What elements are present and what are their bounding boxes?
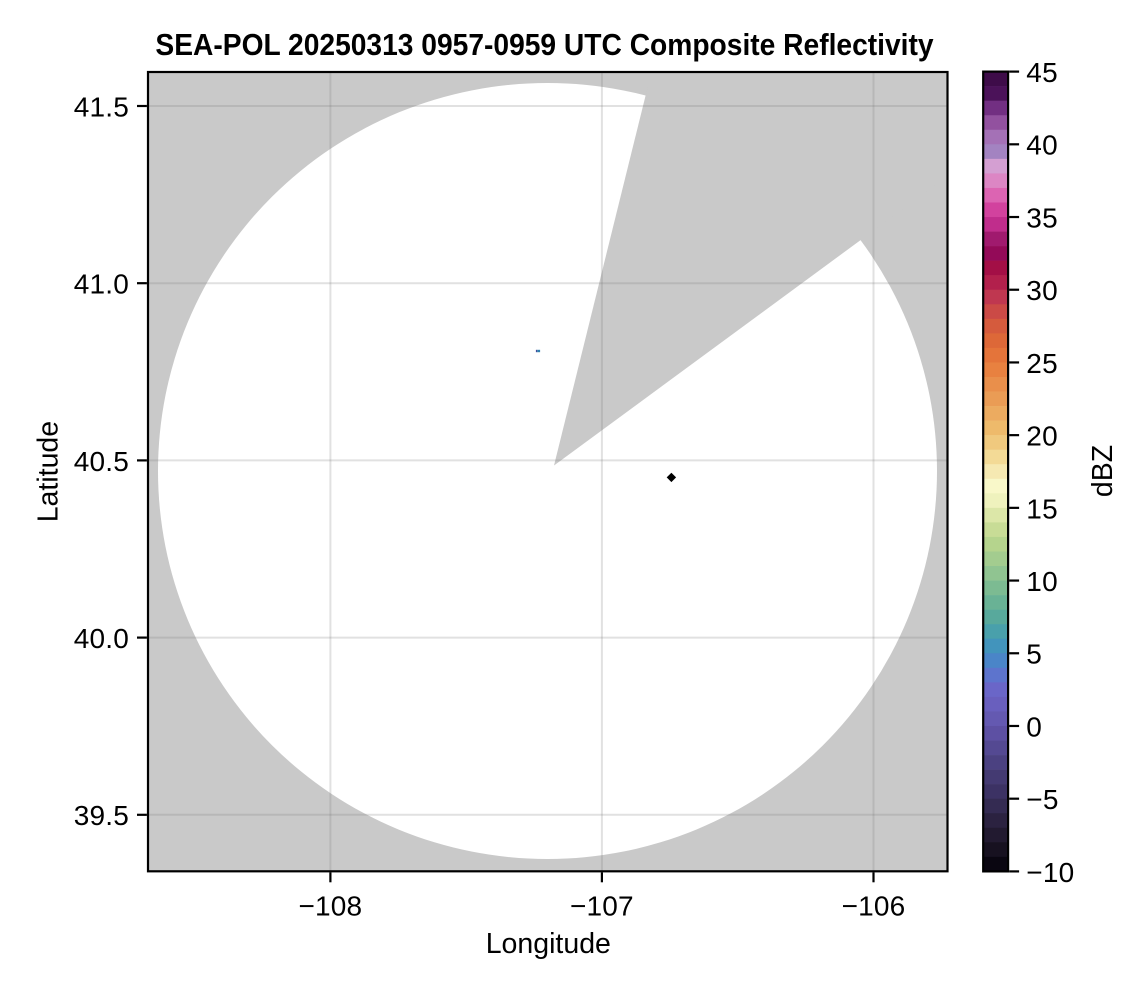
svg-text:35: 35	[1026, 202, 1058, 233]
svg-text:−106: −106	[842, 891, 906, 922]
svg-text:0: 0	[1026, 711, 1042, 742]
svg-text:45: 45	[1026, 57, 1058, 88]
svg-text:SEA-POL 20250313 0957-0959 UTC: SEA-POL 20250313 0957-0959 UTC Composite…	[155, 28, 934, 62]
svg-text:−107: −107	[570, 891, 634, 922]
svg-text:30: 30	[1026, 275, 1058, 306]
svg-text:41.0: 41.0	[74, 269, 129, 300]
svg-text:−5: −5	[1026, 784, 1058, 815]
svg-text:−10: −10	[1026, 857, 1074, 888]
svg-text:20: 20	[1026, 421, 1058, 452]
svg-text:40.5: 40.5	[74, 446, 129, 477]
svg-text:−108: −108	[298, 891, 362, 922]
svg-text:10: 10	[1026, 566, 1058, 597]
svg-text:39.5: 39.5	[74, 800, 129, 831]
svg-text:40.0: 40.0	[74, 623, 129, 654]
svg-text:40: 40	[1026, 130, 1058, 161]
svg-text:5: 5	[1026, 639, 1042, 670]
svg-text:41.5: 41.5	[74, 91, 129, 122]
svg-text:25: 25	[1026, 348, 1058, 379]
svg-text:Longitude: Longitude	[486, 928, 611, 960]
svg-text:15: 15	[1026, 493, 1058, 524]
svg-text:dBZ: dBZ	[1087, 445, 1119, 497]
svg-text:Latitude: Latitude	[33, 421, 65, 522]
